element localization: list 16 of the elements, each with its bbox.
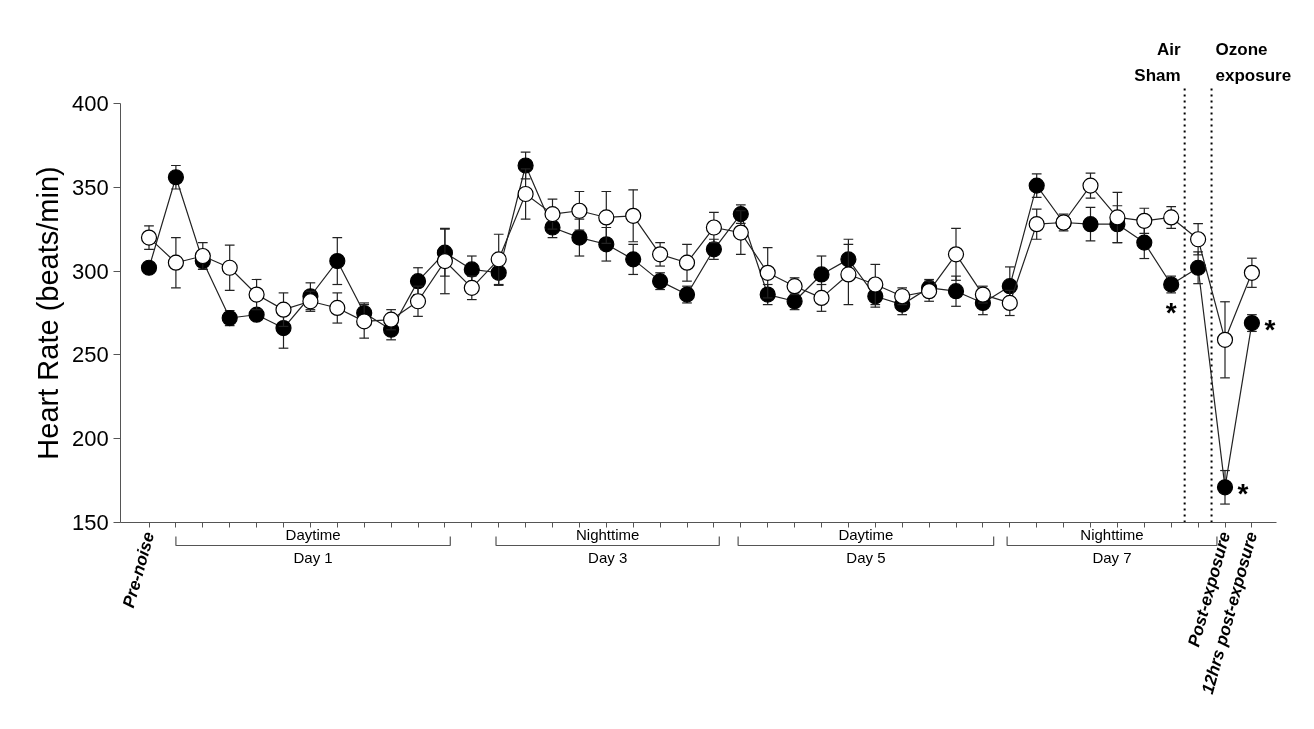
text: Daytime Day 5 — [838, 525, 894, 566]
text: Ozone exposure — [1215, 39, 1292, 86]
y-tick-label: 200 — [72, 426, 109, 452]
y-tick-label: 250 — [72, 342, 109, 368]
y-tick-label: 300 — [72, 258, 109, 284]
y-axis-title: Heart Rate (beats/min) — [31, 166, 64, 460]
annotation: * — [1237, 477, 1249, 509]
text: Nighttime Day 7 — [1080, 525, 1144, 566]
y-tick-label: 350 — [72, 174, 109, 200]
annotation: * — [1264, 313, 1276, 345]
text: Air Sham — [1134, 39, 1182, 86]
text: Daytime Day 1 — [285, 525, 341, 566]
text: Nighttime Day 3 — [575, 525, 640, 566]
y-tick-label: 400 — [72, 91, 109, 116]
annotation: * — [1165, 297, 1177, 329]
y-tick-label: 150 — [72, 510, 109, 535]
